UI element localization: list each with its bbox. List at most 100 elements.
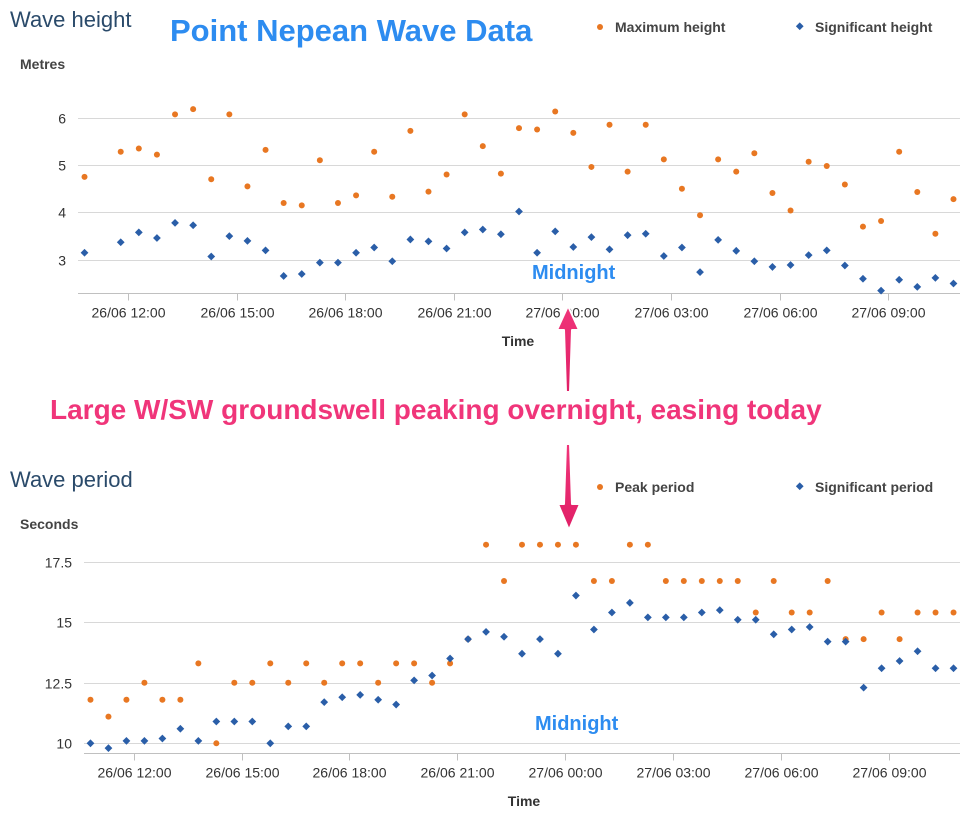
data-point-maximum-height[interactable] bbox=[316, 157, 323, 164]
data-point-maximum-height[interactable] bbox=[769, 190, 776, 197]
data-point-peak-period[interactable] bbox=[860, 636, 867, 643]
data-point-maximum-height[interactable] bbox=[461, 111, 468, 118]
data-point-significant-height[interactable] bbox=[171, 218, 179, 227]
data-point-peak-period[interactable] bbox=[105, 713, 112, 720]
data-point-peak-period[interactable] bbox=[87, 696, 94, 703]
data-point-maximum-height[interactable] bbox=[407, 127, 414, 134]
data-point-significant-height[interactable] bbox=[714, 236, 723, 244]
data-point-significant-period[interactable] bbox=[590, 625, 598, 634]
data-point-peak-period[interactable] bbox=[806, 609, 813, 616]
data-point-significant-period[interactable] bbox=[679, 613, 688, 622]
data-point-peak-period[interactable] bbox=[213, 740, 220, 747]
data-point-maximum-height[interactable] bbox=[389, 193, 396, 200]
data-point-significant-period[interactable] bbox=[248, 717, 257, 726]
data-point-significant-period[interactable] bbox=[230, 717, 239, 726]
data-point-maximum-height[interactable] bbox=[208, 176, 215, 183]
data-point-peak-period[interactable] bbox=[896, 636, 903, 643]
data-point-significant-period[interactable] bbox=[536, 635, 544, 644]
data-point-significant-period[interactable] bbox=[158, 734, 167, 743]
data-point-maximum-height[interactable] bbox=[805, 158, 812, 165]
data-point-maximum-height[interactable] bbox=[751, 150, 758, 157]
data-point-significant-height[interactable] bbox=[261, 246, 270, 255]
data-point-peak-period[interactable] bbox=[950, 609, 957, 616]
data-point-peak-period[interactable] bbox=[536, 541, 543, 548]
data-point-significant-period[interactable] bbox=[751, 615, 760, 624]
data-point-significant-period[interactable] bbox=[913, 647, 922, 656]
data-point-significant-height[interactable] bbox=[370, 243, 379, 252]
data-point-significant-height[interactable] bbox=[696, 268, 704, 277]
data-point-significant-period[interactable] bbox=[931, 664, 940, 673]
data-point-peak-period[interactable] bbox=[339, 660, 346, 667]
data-point-significant-height[interactable] bbox=[297, 270, 306, 278]
data-point-significant-period[interactable] bbox=[86, 739, 95, 748]
legend-label-peak-period[interactable]: Peak period bbox=[615, 479, 694, 495]
data-point-significant-period[interactable] bbox=[787, 625, 796, 634]
data-point-maximum-height[interactable] bbox=[226, 111, 233, 118]
data-point-maximum-height[interactable] bbox=[534, 126, 541, 133]
data-point-significant-period[interactable] bbox=[500, 632, 508, 641]
data-point-significant-height[interactable] bbox=[153, 234, 161, 242]
data-point-significant-height[interactable] bbox=[497, 230, 505, 239]
data-point-peak-period[interactable] bbox=[429, 679, 436, 686]
data-point-peak-period[interactable] bbox=[626, 541, 633, 548]
data-point-maximum-height[interactable] bbox=[135, 145, 142, 152]
data-point-peak-period[interactable] bbox=[519, 541, 525, 548]
data-point-significant-height[interactable] bbox=[134, 228, 143, 237]
data-point-maximum-height[interactable] bbox=[552, 108, 559, 115]
data-point-significant-height[interactable] bbox=[641, 229, 650, 238]
data-point-significant-height[interactable] bbox=[859, 274, 867, 283]
data-point-significant-period[interactable] bbox=[410, 676, 419, 685]
data-point-peak-period[interactable] bbox=[752, 609, 759, 616]
data-point-peak-period[interactable] bbox=[662, 578, 669, 585]
data-point-peak-period[interactable] bbox=[590, 578, 597, 585]
data-point-peak-period[interactable] bbox=[321, 679, 328, 686]
data-point-significant-period[interactable] bbox=[554, 649, 562, 658]
data-point-significant-height[interactable] bbox=[189, 221, 198, 230]
data-point-significant-height[interactable] bbox=[786, 261, 795, 269]
data-point-significant-height[interactable] bbox=[334, 258, 342, 267]
data-point-peak-period[interactable] bbox=[285, 679, 292, 686]
data-point-significant-period[interactable] bbox=[176, 724, 185, 733]
data-point-peak-period[interactable] bbox=[393, 660, 400, 667]
data-point-maximum-height[interactable] bbox=[81, 173, 88, 180]
data-point-significant-height[interactable] bbox=[931, 273, 940, 282]
data-point-significant-height[interactable] bbox=[225, 232, 234, 241]
data-point-significant-period[interactable] bbox=[518, 649, 526, 658]
data-point-peak-period[interactable] bbox=[608, 578, 615, 585]
data-point-maximum-height[interactable] bbox=[642, 121, 649, 128]
data-point-significant-period[interactable] bbox=[428, 671, 436, 680]
data-point-peak-period[interactable] bbox=[788, 609, 795, 616]
data-point-significant-height[interactable] bbox=[913, 282, 922, 291]
data-point-peak-period[interactable] bbox=[824, 578, 831, 585]
data-point-significant-period[interactable] bbox=[320, 698, 329, 707]
data-point-maximum-height[interactable] bbox=[497, 170, 504, 177]
data-point-significant-height[interactable] bbox=[877, 286, 885, 295]
data-point-significant-period[interactable] bbox=[464, 635, 472, 644]
data-point-maximum-height[interactable] bbox=[787, 207, 794, 214]
data-point-significant-period[interactable] bbox=[482, 627, 490, 636]
data-point-maximum-height[interactable] bbox=[153, 151, 160, 158]
data-point-significant-height[interactable] bbox=[406, 235, 415, 244]
data-point-peak-period[interactable] bbox=[375, 679, 382, 686]
data-point-peak-period[interactable] bbox=[447, 660, 454, 667]
data-point-significant-period[interactable] bbox=[805, 623, 814, 631]
data-point-peak-period[interactable] bbox=[572, 541, 579, 548]
data-point-significant-period[interactable] bbox=[338, 693, 347, 702]
data-point-peak-period[interactable] bbox=[914, 609, 921, 616]
data-point-significant-period[interactable] bbox=[374, 695, 383, 704]
data-point-significant-period[interactable] bbox=[823, 637, 832, 646]
legend-label-significant-period[interactable]: Significant period bbox=[815, 479, 933, 495]
data-point-peak-period[interactable] bbox=[303, 660, 310, 667]
legend-label-significant-height[interactable]: Significant height bbox=[815, 19, 933, 35]
data-point-maximum-height[interactable] bbox=[244, 183, 251, 190]
data-point-peak-period[interactable] bbox=[878, 609, 885, 616]
data-point-peak-period[interactable] bbox=[267, 660, 274, 667]
data-point-peak-period[interactable] bbox=[932, 609, 939, 616]
data-point-significant-height[interactable] bbox=[442, 244, 451, 253]
data-point-maximum-height[interactable] bbox=[479, 143, 486, 150]
data-point-significant-period[interactable] bbox=[194, 736, 203, 745]
data-point-significant-height[interactable] bbox=[569, 243, 578, 251]
data-point-maximum-height[interactable] bbox=[606, 121, 613, 128]
data-point-peak-period[interactable] bbox=[357, 660, 364, 667]
data-point-significant-period[interactable] bbox=[284, 722, 293, 731]
